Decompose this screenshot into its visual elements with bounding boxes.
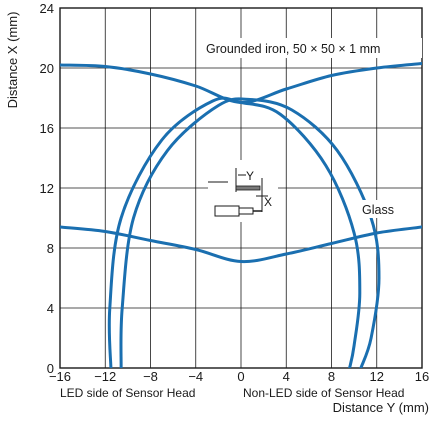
inset-y-label: Y [246,169,254,183]
curves [60,62,422,368]
x-sublabel-right: Non-LED side of Sensor Head [243,386,404,400]
tick-labels: −16 −12 −8 −4 0 4 8 12 16 0 4 8 12 16 20 24 [40,1,429,384]
y-tick-label: 4 [47,301,54,316]
plot-frame [59,7,423,369]
x-tick-label: −12 [94,369,116,384]
annotation-glass: Glass [362,203,394,217]
x-tick-label: 16 [415,369,429,384]
x-tick-label: −8 [143,369,158,384]
annotation-iron-bg [202,38,422,58]
y-tick-label: 20 [40,61,54,76]
y-tick-label: 16 [40,121,54,136]
y-tick-label: 0 [47,361,54,376]
inset-x-label: X [264,195,272,209]
annotation-iron: Grounded iron, 50 × 50 × 1 mm [206,42,380,56]
y-axis-title: Distance X (mm) [5,12,20,109]
x-sublabel-left: LED side of Sensor Head [60,386,195,400]
y-tick-label: 12 [40,181,54,196]
x-tick-label: 8 [328,369,335,384]
series-line-glass-2 [60,225,422,264]
annotation-glass-bg [360,200,402,218]
x-tick-label: −16 [49,369,71,384]
x-tick-label: 4 [283,369,290,384]
series-line-glass-1 [107,96,362,368]
y-tick-label: 24 [40,1,54,16]
x-tick-label: 0 [237,369,244,384]
x-axis-title: Distance Y (mm) [333,400,429,415]
y-tick-label: 8 [47,241,54,256]
x-tick-label: −4 [188,369,203,384]
sensor-diagram-inset: Y X [208,160,278,222]
x-tick-label: 12 [370,369,384,384]
series-line-iron-1 [119,97,381,368]
